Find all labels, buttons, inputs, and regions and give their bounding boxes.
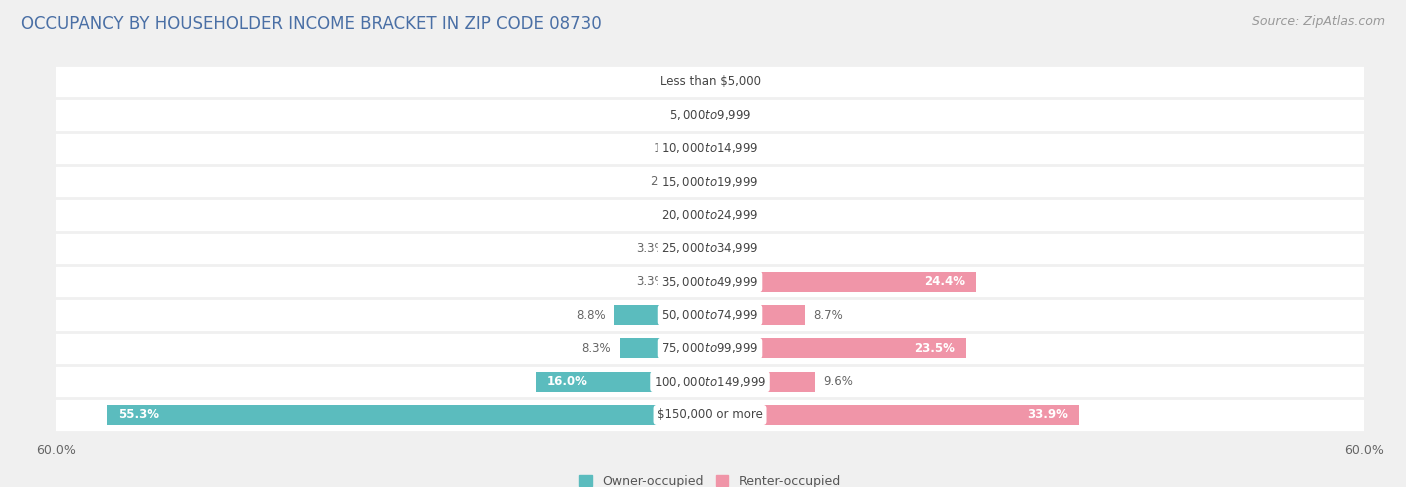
Text: 2.0%: 2.0% [650, 175, 679, 188]
Bar [1, 65, 1406, 98]
Bar [710, 272, 976, 292]
Text: 24.4%: 24.4% [924, 275, 965, 288]
Text: 3.3%: 3.3% [636, 275, 665, 288]
Text: Source: ZipAtlas.com: Source: ZipAtlas.com [1251, 15, 1385, 28]
Bar [695, 205, 710, 225]
Bar [710, 372, 814, 392]
Bar [673, 238, 710, 259]
Bar [1, 165, 1406, 198]
Text: $15,000 to $19,999: $15,000 to $19,999 [661, 175, 759, 189]
Text: $25,000 to $34,999: $25,000 to $34,999 [661, 242, 759, 255]
Text: $75,000 to $99,999: $75,000 to $99,999 [661, 341, 759, 356]
Text: OCCUPANCY BY HOUSEHOLDER INCOME BRACKET IN ZIP CODE 08730: OCCUPANCY BY HOUSEHOLDER INCOME BRACKET … [21, 15, 602, 33]
Text: $10,000 to $14,999: $10,000 to $14,999 [661, 141, 759, 155]
Bar [107, 405, 710, 425]
Bar [1, 398, 1406, 431]
Bar [1, 98, 1406, 132]
Bar [1, 332, 1406, 365]
Bar [1, 132, 1406, 165]
Bar [693, 138, 710, 158]
Text: 0.0%: 0.0% [718, 175, 748, 188]
Text: 0.0%: 0.0% [718, 75, 748, 88]
Text: $20,000 to $24,999: $20,000 to $24,999 [661, 208, 759, 222]
Bar [710, 305, 804, 325]
Text: 1.6%: 1.6% [654, 142, 683, 155]
Text: $5,000 to $9,999: $5,000 to $9,999 [669, 108, 751, 122]
Text: 1.4%: 1.4% [657, 208, 686, 222]
Text: 0.0%: 0.0% [718, 208, 748, 222]
Text: 0.0%: 0.0% [672, 75, 702, 88]
Bar [710, 338, 966, 358]
Text: 55.3%: 55.3% [118, 409, 159, 421]
Text: 0.0%: 0.0% [672, 109, 702, 122]
Text: $50,000 to $74,999: $50,000 to $74,999 [661, 308, 759, 322]
Bar [536, 372, 710, 392]
Text: 0.0%: 0.0% [718, 242, 748, 255]
Bar [689, 172, 710, 192]
Bar [1, 299, 1406, 332]
Text: 23.5%: 23.5% [914, 342, 955, 355]
Text: 9.6%: 9.6% [824, 375, 853, 388]
Text: 0.0%: 0.0% [718, 142, 748, 155]
Text: $100,000 to $149,999: $100,000 to $149,999 [654, 375, 766, 389]
Bar [614, 305, 710, 325]
Bar [710, 405, 1080, 425]
Text: $35,000 to $49,999: $35,000 to $49,999 [661, 275, 759, 289]
Text: 8.8%: 8.8% [576, 308, 606, 321]
Bar [1, 265, 1406, 299]
Text: 8.3%: 8.3% [581, 342, 610, 355]
Bar [673, 272, 710, 292]
Bar [1, 365, 1406, 398]
Text: 8.7%: 8.7% [814, 308, 844, 321]
Text: 33.9%: 33.9% [1028, 409, 1069, 421]
Text: 16.0%: 16.0% [547, 375, 588, 388]
Legend: Owner-occupied, Renter-occupied: Owner-occupied, Renter-occupied [575, 470, 845, 487]
Text: $150,000 or more: $150,000 or more [657, 409, 763, 421]
Bar [1, 198, 1406, 232]
Text: 3.3%: 3.3% [636, 242, 665, 255]
Text: 0.0%: 0.0% [718, 109, 748, 122]
Bar [1, 232, 1406, 265]
Bar [620, 338, 710, 358]
Text: Less than $5,000: Less than $5,000 [659, 75, 761, 88]
